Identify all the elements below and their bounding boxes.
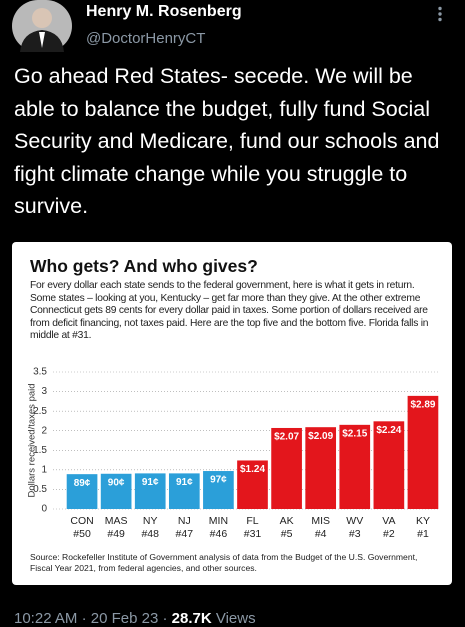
bar (203, 471, 234, 509)
x-tick-label: MAS (105, 515, 128, 527)
x-tick-label: FL (246, 515, 258, 527)
more-menu[interactable] (432, 6, 448, 22)
value-label: $2.07 (274, 432, 299, 443)
y-tick-label: 3.5 (33, 367, 47, 378)
y-tick-label: 1.5 (33, 445, 47, 456)
rank-label: #2 (383, 528, 395, 540)
value-label: $1.24 (240, 464, 265, 475)
y-tick-label: 0.5 (33, 484, 47, 495)
rank-label: #50 (73, 528, 91, 540)
bar (237, 460, 268, 509)
bar (339, 424, 371, 509)
x-tick-label: MIN (209, 515, 228, 527)
rank-label: #1 (417, 528, 429, 540)
x-tick-label: WV (346, 515, 363, 527)
bar (134, 473, 166, 509)
separator: · (81, 610, 87, 627)
chart-title: Who gets? And who gives? (30, 256, 258, 276)
value-label: $2.24 (376, 425, 401, 436)
value-label: 97¢ (210, 475, 227, 486)
y-tick-label: 2 (41, 425, 47, 436)
rank-label: #5 (281, 528, 293, 540)
y-axis-label: Dollars received/taxes paid (27, 383, 38, 497)
avatar[interactable] (12, 0, 72, 52)
value-label: 91¢ (142, 477, 159, 488)
value-label: $2.09 (308, 431, 333, 442)
tweet-meta: 10:22 AM · 20 Feb 23 · 28.7K Views (14, 610, 256, 627)
bar (66, 474, 98, 509)
views-label: Views (215, 610, 256, 627)
bar (305, 427, 337, 509)
y-tick-label: 3 (41, 386, 47, 397)
separator: · (162, 610, 168, 627)
x-tick-label: MIS (311, 515, 330, 527)
value-label: $2.15 (342, 428, 367, 439)
bar (100, 473, 132, 509)
x-tick-label: KY (416, 515, 430, 527)
x-tick-label: VA (382, 515, 395, 527)
value-label: 90¢ (108, 477, 125, 488)
rank-label: #3 (349, 528, 361, 540)
rank-label: #49 (107, 528, 125, 540)
bar (168, 473, 200, 509)
x-tick-label: CON (70, 515, 93, 527)
chart-image[interactable]: Dollars received/taxes paid 0 0.5 1 1.5 2 2.5 3… (12, 242, 452, 585)
value-label: 91¢ (176, 477, 193, 488)
time: 10:22 AM (14, 610, 78, 627)
rank-label: #48 (141, 528, 159, 540)
author-name[interactable]: Henry M. Rosenberg (86, 3, 242, 20)
chart-subtitle: For every dollar each state sends to the… (30, 280, 429, 342)
rank-label: #31 (244, 528, 262, 540)
rank-label: #4 (315, 528, 327, 540)
rank-label: #46 (210, 528, 228, 540)
x-tick-label: NJ (178, 515, 191, 527)
x-tick-label: NY (143, 515, 158, 527)
date: 20 Feb 23 (90, 610, 159, 627)
y-tick-label: 2.5 (33, 406, 47, 417)
rank-label: #47 (176, 528, 194, 540)
bar (407, 395, 439, 509)
chart-source: Source: Rockefeller Institute of Governm… (30, 552, 418, 573)
x-tick-label: AK (280, 515, 294, 527)
value-label: $2.89 (410, 400, 435, 411)
views-count: 28.7K (171, 610, 212, 627)
tweet-text: Go ahead Red States- secede. We will be … (14, 64, 440, 219)
bar (373, 421, 405, 509)
y-tick-label: 1 (41, 464, 47, 475)
bar (271, 427, 302, 509)
author-handle[interactable]: @DoctorHenryCT (86, 30, 206, 47)
y-tick-label: 0 (41, 504, 47, 515)
value-label: 89¢ (74, 478, 91, 489)
